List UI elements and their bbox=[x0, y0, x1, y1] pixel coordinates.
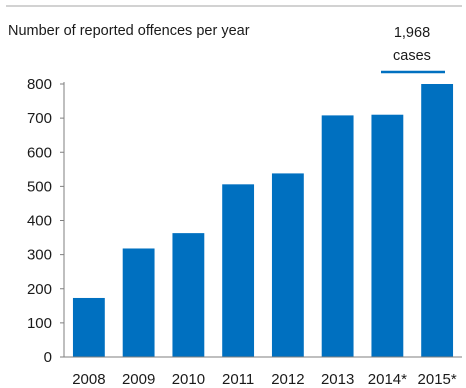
y-tick-label: 300 bbox=[27, 247, 52, 264]
y-tick-label: 700 bbox=[27, 110, 52, 127]
bars bbox=[72, 84, 454, 358]
x-axis: 2008 2009 2010 2011 2012 2013 2014* 2015* bbox=[64, 356, 462, 388]
overflow-annotation: 1,968 cases bbox=[381, 25, 445, 74]
annotation-value: 1,968 bbox=[394, 25, 430, 41]
bar-2008 bbox=[72, 297, 105, 357]
x-tick-label: 2012 bbox=[271, 371, 304, 388]
bar-2012 bbox=[271, 173, 304, 357]
y-tick-label: 500 bbox=[27, 178, 52, 195]
x-tick-label: 2009 bbox=[122, 371, 155, 388]
bar-2014-est bbox=[371, 114, 404, 358]
y-tick-label: 800 bbox=[27, 76, 52, 93]
bar-2015-est bbox=[421, 84, 454, 357]
x-tick-label: 2015* bbox=[418, 371, 457, 388]
bar-2009 bbox=[122, 248, 155, 357]
bar-2013 bbox=[321, 115, 354, 358]
x-tick-label: 2011 bbox=[222, 371, 254, 388]
x-tick-label: 2013 bbox=[321, 371, 354, 388]
bar-2010 bbox=[172, 233, 205, 357]
bar-2011 bbox=[222, 184, 255, 357]
y-tick-label: 600 bbox=[27, 144, 52, 161]
y-tick-label: 0 bbox=[44, 349, 52, 366]
annotation-unit: cases bbox=[393, 48, 431, 64]
y-tick-label: 200 bbox=[27, 281, 52, 298]
y-tick-label: 400 bbox=[27, 213, 52, 230]
x-tick-label: 2008 bbox=[72, 371, 105, 388]
y-tick-label: 100 bbox=[27, 315, 52, 332]
chart-title: Number of reported offences per year bbox=[8, 23, 250, 39]
x-tick-label: 2010 bbox=[172, 371, 205, 388]
y-axis: 0 100 200 300 400 500 600 700 800 bbox=[27, 76, 65, 366]
x-tick-label: 2014* bbox=[368, 371, 407, 388]
